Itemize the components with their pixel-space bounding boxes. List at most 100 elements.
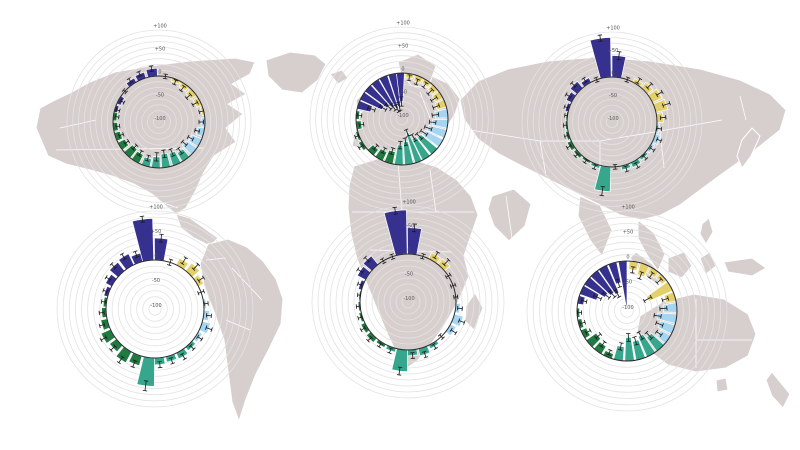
country-border — [505, 195, 513, 239]
axis-tick-label: -50 — [156, 93, 164, 99]
grid-circle — [532, 42, 692, 202]
landmass — [35, 57, 256, 215]
grid-circle — [124, 277, 187, 340]
grid-circle — [75, 228, 235, 389]
axis-tick-label: +100 — [606, 26, 620, 32]
grid-circle — [594, 104, 630, 140]
radial-chart-europe: +100 +50 0 -50 -100 — [309, 21, 495, 212]
grid-circle — [577, 87, 647, 157]
country-border — [225, 319, 251, 331]
grid-circle — [129, 92, 189, 152]
zero-ring — [112, 75, 206, 169]
landmass — [487, 188, 532, 242]
grid-circle — [371, 265, 445, 339]
grid-circle — [344, 61, 460, 177]
grid-circle — [539, 223, 715, 399]
axis-tick-label: +50 — [398, 44, 409, 50]
grid-circle — [606, 116, 619, 129]
landmass — [723, 257, 767, 277]
axis-tick-label: -50 — [152, 278, 160, 284]
axis-tick-label: -100 — [607, 116, 618, 122]
axis-tick-label: -100 — [397, 113, 408, 119]
radial-chart-south-america: +100 +50 0 -50 -100 — [56, 205, 254, 408]
landmass — [699, 217, 714, 245]
bars — [100, 218, 211, 387]
country-border — [231, 267, 263, 301]
grid-circle — [377, 271, 439, 333]
axis-tick-label: +100 — [149, 205, 163, 211]
grid-circle — [78, 41, 240, 203]
grid-circle — [101, 64, 217, 180]
grid-circle — [66, 29, 252, 215]
axis-tick-label: +100 — [402, 200, 416, 206]
landmass — [329, 69, 349, 85]
landmass — [736, 127, 761, 169]
grid-circle — [329, 223, 487, 381]
radial-chart-africa: +100 +50 0 -50 -100 — [311, 200, 505, 399]
grid-circle — [124, 87, 194, 157]
grid-circle — [526, 210, 728, 412]
north-america-bar-teal — [150, 156, 161, 169]
axis-tick-label: -100 — [154, 116, 165, 122]
grid-circle — [106, 69, 212, 175]
grid-circle — [589, 99, 635, 145]
grid-circle — [142, 296, 168, 322]
zero-ring — [359, 253, 457, 351]
grid-circle — [600, 110, 624, 134]
grid-circle — [557, 241, 697, 381]
zero-ring — [355, 72, 449, 166]
grid-circle — [148, 302, 162, 316]
axis-tick-label: 0 — [626, 255, 629, 261]
grid-circle — [326, 43, 478, 195]
error-bars — [577, 266, 670, 356]
landmass — [715, 377, 729, 393]
axis-tick-label: -50 — [399, 90, 407, 96]
country-border — [739, 95, 747, 121]
landmass — [265, 51, 327, 94]
grid-circle — [390, 107, 414, 131]
grid-circle — [117, 271, 193, 347]
africa-bar-lightblue — [450, 313, 464, 328]
grid-circle — [349, 66, 455, 172]
grid-circle — [152, 115, 166, 129]
landmass — [667, 251, 693, 279]
axis-tick-label: +100 — [153, 24, 167, 30]
country-border — [419, 91, 431, 119]
axis-tick-label: +100 — [621, 205, 635, 211]
grid-circle — [365, 259, 451, 345]
grid-circle — [72, 35, 246, 209]
grid-circle — [538, 48, 686, 196]
grid-circle — [395, 112, 409, 126]
axis-tick-label: -100 — [403, 296, 414, 302]
grid-circle — [135, 98, 183, 146]
axis-tick-label: -50 — [609, 93, 617, 99]
axis-tick-label: 0 — [611, 71, 614, 77]
grid-circle — [141, 104, 177, 140]
bars — [356, 209, 464, 372]
axis-tick-label: -50 — [405, 272, 413, 278]
grid-circle — [317, 211, 499, 393]
grid-circle — [545, 229, 709, 393]
grid-circle — [332, 49, 472, 189]
axis-tick-label: 0 — [154, 254, 157, 260]
grid-circle — [62, 216, 248, 402]
grid-circle — [395, 289, 421, 315]
zero-ring — [105, 259, 205, 359]
axis-tick-label: +100 — [396, 21, 410, 27]
axis-tick-label: -100 — [622, 305, 633, 311]
grid-circle — [321, 38, 483, 200]
grid-circle — [311, 205, 505, 399]
zero-ring — [566, 76, 658, 168]
axis-tick-label: +50 — [151, 229, 162, 235]
axis-tick-label: +50 — [623, 230, 634, 236]
australia-bar-teal — [613, 345, 625, 362]
landmass — [577, 195, 613, 257]
south-america-bar-green — [128, 352, 143, 367]
grid-circle — [83, 46, 235, 198]
error-bars — [114, 65, 205, 162]
grid-circle — [572, 82, 652, 162]
country-border — [539, 140, 547, 177]
axis-tick-label: +50 — [155, 47, 166, 53]
